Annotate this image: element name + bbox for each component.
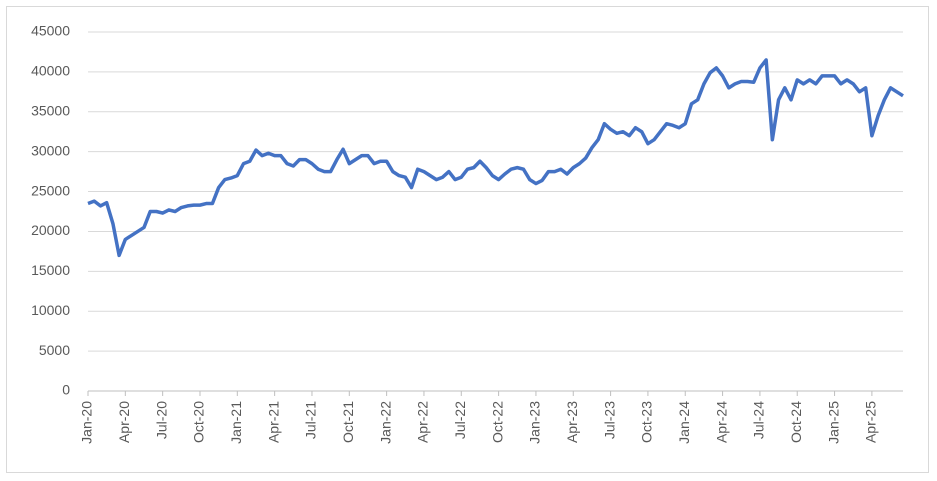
y-tick-label: 45000 xyxy=(31,23,70,39)
x-tick-label: Jan-22 xyxy=(377,401,393,444)
y-tick-label: 15000 xyxy=(31,262,70,278)
x-tick-label: Apr-21 xyxy=(265,401,281,443)
x-tick-label: Apr-24 xyxy=(713,401,729,443)
y-tick-label: 35000 xyxy=(31,102,70,118)
y-tick-label: 20000 xyxy=(31,222,70,238)
x-tick-label: Jan-21 xyxy=(228,401,244,444)
x-tick-label: Jan-20 xyxy=(79,401,95,444)
x-tick-label: Oct-23 xyxy=(639,401,655,443)
y-tick-label: 25000 xyxy=(31,182,70,198)
y-tick-label: 5000 xyxy=(39,342,70,358)
line-series xyxy=(87,58,904,258)
x-tick-label: Apr-25 xyxy=(863,401,879,443)
x-tick-label: Apr-20 xyxy=(116,401,132,443)
x-tick-label: Jul-20 xyxy=(153,401,169,439)
x-tick-label: Oct-20 xyxy=(191,401,207,443)
x-tick-label: Oct-22 xyxy=(489,401,505,443)
x-tick-label: Jan-25 xyxy=(825,401,841,444)
x-tick-label: Jul-23 xyxy=(601,401,617,439)
y-tick-label: 40000 xyxy=(31,63,70,79)
y-tick-label: 30000 xyxy=(31,142,70,158)
y-tick-label: 0 xyxy=(62,382,70,398)
x-tick-label: Apr-22 xyxy=(415,401,431,443)
x-tick-label: Jan-23 xyxy=(527,401,543,444)
x-tick-label: Jul-21 xyxy=(303,401,319,439)
x-tick-label: Oct-21 xyxy=(340,401,356,443)
x-tick-label: Jul-24 xyxy=(751,401,767,439)
x-tick-label: Jan-24 xyxy=(676,401,692,444)
x-tick-label: Apr-23 xyxy=(564,401,580,443)
y-tick-label: 10000 xyxy=(31,302,70,318)
x-tick-label: Oct-24 xyxy=(788,401,804,443)
chart-frame xyxy=(6,6,929,473)
x-tick-label: Jul-22 xyxy=(452,401,468,439)
